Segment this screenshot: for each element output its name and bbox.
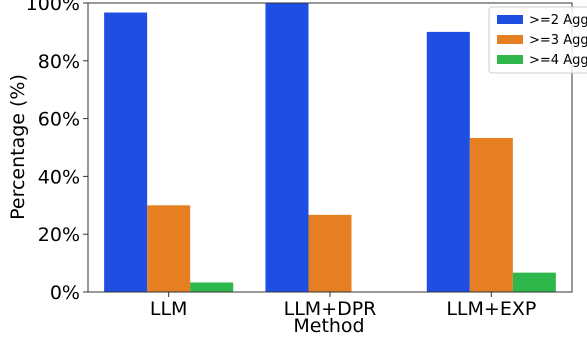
bar-llm-dpr-series-2 [308,214,352,292]
y-tick-label: 80% [38,51,80,73]
y-tick-label: 100% [26,0,80,15]
y-tick-label: 60% [38,109,80,131]
legend-label: >=3 Agg [529,33,587,48]
x-tick-label: LLM+EXP [446,298,536,320]
x-tick-label: LLM [150,298,188,320]
bar-llm-series-3 [190,282,234,292]
legend-label: >=2 Agg [529,13,587,28]
y-axis-label: Percentage (%) [7,74,29,220]
y-tick-label: 0% [50,282,80,304]
bar-llm-exp-series-3 [512,272,556,292]
x-tick-label: LLM+DPR [284,298,377,320]
bars-layer [104,3,556,293]
axes-layer: 0% 20% 40% 60% 80% 100% LLM LLM+DPR LLM+EXP [26,0,573,320]
legend-swatch [497,15,523,24]
bar-llm-dpr-series-1 [265,3,309,292]
legend: >=2 Agg >=3 Agg >=4 Agg [488,6,587,74]
y-tick-label: 20% [38,224,80,246]
legend-swatch [497,55,523,64]
legend-label: >=4 Agg [529,53,587,68]
y-tick-label: 40% [38,166,80,188]
bar-llm-exp-series-1 [426,31,470,293]
bar-llm-exp-series-2 [469,137,513,292]
bar-llm-series-2 [147,205,191,292]
bar-llm-series-1 [104,12,148,293]
x-axis-label: Method [293,315,364,337]
legend-swatch [497,35,523,44]
